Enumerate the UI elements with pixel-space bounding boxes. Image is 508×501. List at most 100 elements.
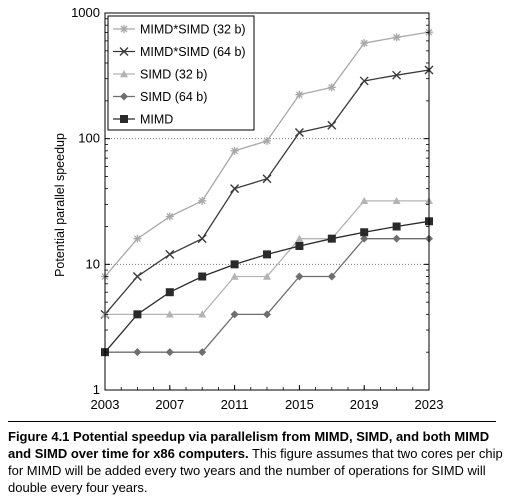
data-point <box>120 70 128 78</box>
marker-stroke <box>231 147 239 155</box>
series-group <box>100 65 434 319</box>
data-point <box>295 234 304 242</box>
marker-stroke <box>294 127 304 137</box>
data-point <box>198 196 207 205</box>
data-point <box>230 272 239 280</box>
data-point <box>327 83 336 92</box>
axis-layer: 1 10 100 1000 2003 2007 2011 2015 2019 2023 <box>71 5 443 412</box>
marker-stroke <box>165 249 175 259</box>
y-tick-label: 100 <box>78 131 100 146</box>
marker-stroke <box>119 47 129 56</box>
y-tick-label: 10 <box>86 256 100 271</box>
legend-entry: MIMD*SIMD (32 b) <box>113 23 246 37</box>
data-point <box>360 39 369 48</box>
marker-stroke <box>133 235 141 243</box>
caption-body: This figure assumes that two cores per c… <box>8 446 503 495</box>
data-point <box>359 76 369 86</box>
data-point <box>120 25 128 33</box>
marker-stroke <box>120 25 128 33</box>
data-point <box>165 249 175 259</box>
marker-stroke <box>393 33 401 41</box>
legend: MIMD*SIMD (32 b) MIMD*SIMD (64 b) SIMD (32… <box>107 15 255 131</box>
marker-stroke <box>132 272 142 282</box>
x-tick-label: 2019 <box>350 397 379 412</box>
data-point <box>262 174 272 184</box>
data-point <box>165 288 174 297</box>
x-tick-label: 2023 <box>415 397 444 412</box>
data-point <box>133 348 142 357</box>
data-point <box>392 222 401 231</box>
data-point <box>132 272 142 282</box>
x-tick-label: 2003 <box>91 397 120 412</box>
data-point <box>165 212 174 221</box>
data-point <box>295 272 304 281</box>
data-point <box>392 70 402 80</box>
legend-box <box>107 15 255 131</box>
data-point <box>198 348 207 357</box>
data-point <box>392 196 401 205</box>
marker-stroke <box>263 137 271 145</box>
legend-label: MIMD*SIMD (64 b) <box>140 45 246 59</box>
series-layer <box>100 28 434 357</box>
data-point <box>295 90 304 99</box>
data-point <box>392 33 401 42</box>
marker-stroke <box>295 91 303 99</box>
series-group <box>101 28 433 281</box>
marker-stroke <box>230 184 240 194</box>
data-point <box>133 310 142 319</box>
marker-stroke <box>166 213 174 221</box>
data-point <box>360 228 369 237</box>
data-point <box>165 348 174 357</box>
data-point <box>133 234 142 243</box>
data-point <box>197 234 207 244</box>
marker-stroke <box>197 234 207 244</box>
series-line <box>104 220 430 353</box>
caption-label: Figure 4.1 <box>8 429 70 444</box>
data-point <box>230 260 239 269</box>
data-point <box>327 234 336 243</box>
caption-divider <box>8 421 496 422</box>
data-point <box>295 241 304 250</box>
y-tick-label: 1 <box>93 382 100 397</box>
x-tick-label: 2015 <box>285 397 314 412</box>
legend-label: SIMD (64 b) <box>140 90 207 104</box>
data-point <box>263 136 271 145</box>
legend-entry: SIMD (64 b) <box>113 90 207 104</box>
legend-label: MIMD <box>140 113 173 127</box>
y-tick-label: 1000 <box>71 5 100 20</box>
x-tick-label: 2007 <box>155 397 184 412</box>
data-point <box>198 310 207 318</box>
data-point <box>360 234 369 243</box>
marker-stroke <box>262 174 272 184</box>
data-point <box>263 250 271 259</box>
marker-stroke <box>327 120 337 130</box>
marker-stroke <box>328 83 336 91</box>
legend-entry: MIMD <box>113 113 173 127</box>
data-point <box>165 310 174 318</box>
data-point <box>392 234 401 243</box>
marker-stroke <box>198 197 206 205</box>
data-point <box>263 272 271 280</box>
caption-title: Potential speedup via parallelism from M… <box>8 429 490 461</box>
legend-label: SIMD (32 b) <box>140 68 207 82</box>
data-point <box>327 272 336 281</box>
figure-caption: Figure 4.1 Potential speedup via paralle… <box>8 428 504 496</box>
data-point <box>230 184 240 194</box>
marker-stroke <box>392 70 402 80</box>
y-axis-label: Potential parallel speedup <box>53 133 67 277</box>
data-point <box>119 47 129 56</box>
legend-label: MIMD*SIMD (32 b) <box>140 23 246 37</box>
marker-stroke <box>360 39 368 47</box>
marker-stroke <box>359 76 369 86</box>
data-point <box>327 120 337 130</box>
chart: 1 10 100 1000 2003 2007 2011 2015 2019 2023 MIMD*… <box>53 5 443 412</box>
data-point <box>263 310 271 319</box>
data-point <box>120 92 128 101</box>
data-point <box>198 272 207 281</box>
legend-entry: SIMD (32 b) <box>113 68 207 82</box>
legend-entry: MIMD*SIMD (64 b) <box>113 45 246 59</box>
data-point <box>360 196 369 205</box>
data-point <box>294 127 304 137</box>
data-point <box>230 310 239 319</box>
x-tick-label: 2011 <box>221 397 249 412</box>
